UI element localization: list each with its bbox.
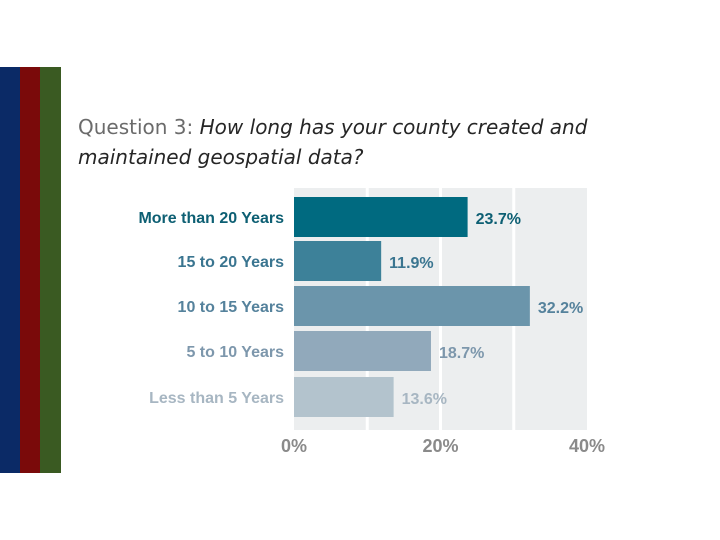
left-stripe-navy: [0, 67, 21, 473]
bar: [294, 331, 431, 371]
category-label: Less than 5 Years: [149, 390, 284, 407]
title-question: How long has your county created and mai…: [78, 115, 588, 169]
bar: [294, 197, 468, 237]
category-label: 10 to 15 Years: [178, 299, 285, 316]
value-label: 32.2%: [538, 300, 583, 317]
slide-title: Question 3: How long has your county cre…: [78, 112, 698, 172]
category-label: 5 to 10 Years: [186, 344, 284, 361]
title-prefix: Question 3:: [78, 115, 200, 139]
left-stripe-green: [40, 67, 61, 473]
x-tick-label: 0%: [281, 436, 307, 456]
value-label: 23.7%: [476, 211, 521, 228]
category-label: More than 20 Years: [138, 210, 284, 227]
x-tick-label: 20%: [422, 436, 458, 456]
bar: [294, 377, 394, 417]
bar: [294, 241, 382, 281]
value-label: 11.9%: [389, 255, 433, 272]
x-tick-label: 40%: [569, 436, 605, 456]
value-label: 13.6%: [402, 391, 447, 408]
category-label: 15 to 20 Years: [178, 254, 285, 271]
left-stripe-red: [20, 67, 41, 473]
bar: [294, 286, 530, 326]
value-label: 18.7%: [439, 345, 484, 362]
